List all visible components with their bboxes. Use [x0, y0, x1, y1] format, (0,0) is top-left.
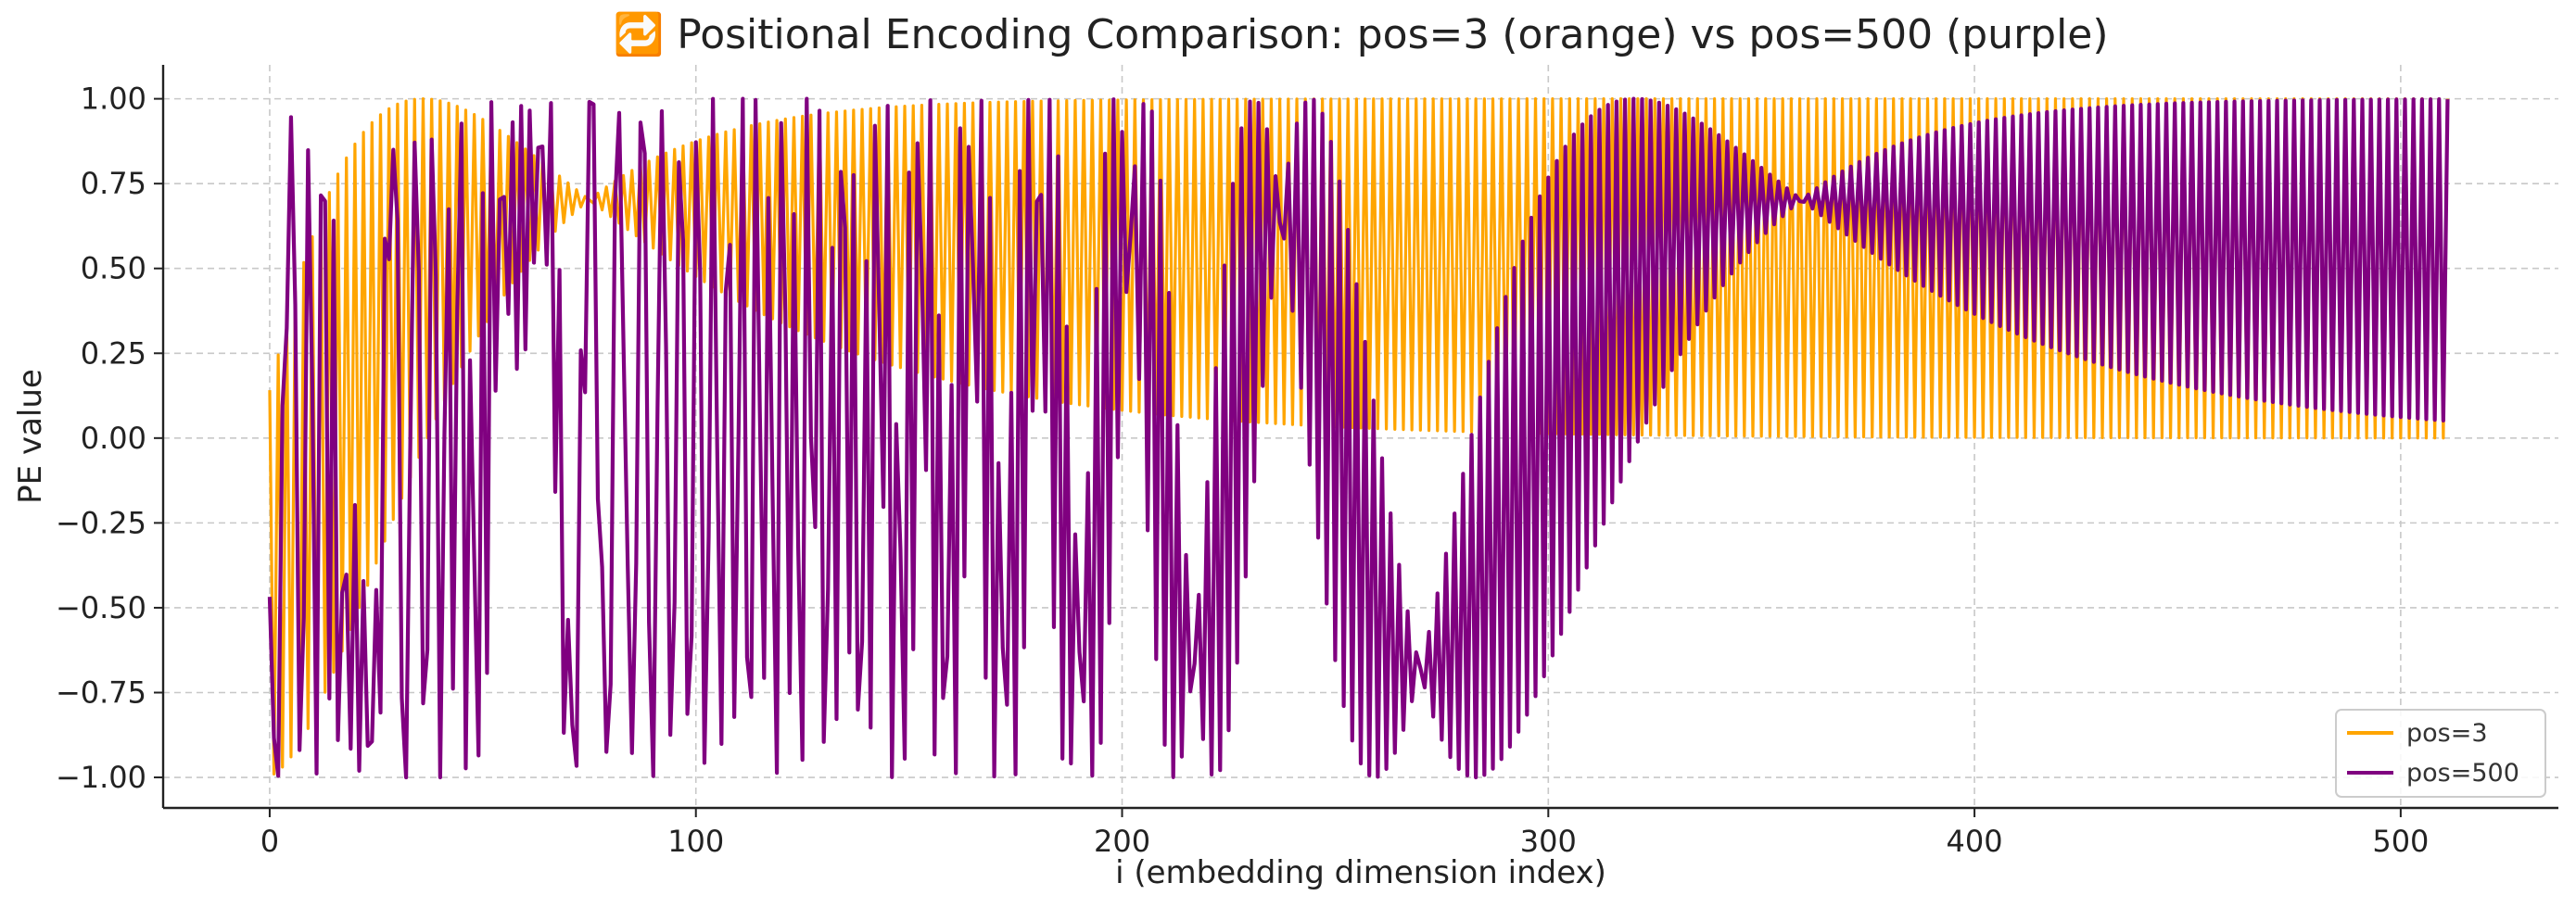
- y-tick-label: −1.00: [56, 760, 146, 795]
- y-tick-label: 0.75: [81, 166, 146, 201]
- y-tick-label: −0.25: [56, 505, 146, 540]
- legend: pos=3 pos=500: [2335, 709, 2546, 798]
- series-line-pos3: [268, 97, 2450, 776]
- series-line-pos500: [267, 96, 2450, 780]
- axes: [161, 65, 2558, 810]
- x-tick-label: 500: [2372, 824, 2429, 859]
- x-tick-label: 100: [667, 824, 724, 859]
- y-axis-label: PE value: [12, 369, 49, 504]
- y-ticks: −1.00 −0.75 −0.50 −0.25 0.00 0.25 0.50 0.75 1.00: [56, 82, 163, 795]
- plot-area: [267, 96, 2450, 780]
- y-tick-label: −0.50: [56, 590, 146, 625]
- x-tick-label: 400: [1947, 824, 2003, 859]
- y-tick-label: 0.50: [81, 251, 146, 286]
- y-tick-label: 0.00: [81, 421, 146, 456]
- legend-label-pos500: pos=500: [2406, 759, 2519, 788]
- x-axis-label: i (embedding dimension index): [1115, 854, 1606, 891]
- y-tick-label: −0.75: [56, 675, 146, 710]
- y-tick-label: 1.00: [81, 82, 146, 117]
- y-tick-label: 0.25: [81, 335, 146, 371]
- legend-label-pos3: pos=3: [2406, 719, 2488, 748]
- x-tick-label: 0: [260, 824, 279, 859]
- chart-title: 🔁 Positional Encoding Comparison: pos=3 …: [613, 11, 2108, 58]
- x-ticks: 0 100 200 300 400 500: [260, 808, 2429, 859]
- x-tick-label: 200: [1094, 824, 1150, 859]
- x-tick-label: 300: [1520, 824, 1577, 859]
